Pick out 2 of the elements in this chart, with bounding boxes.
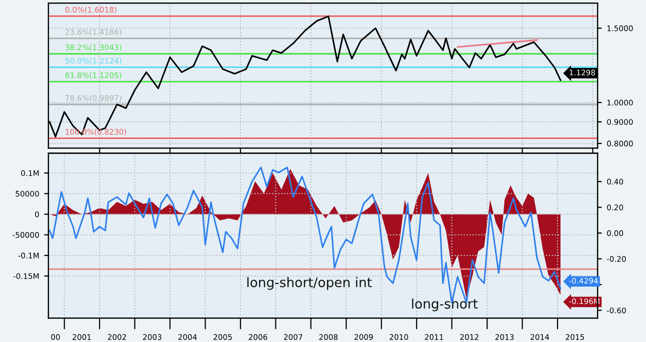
series-label: long-short/open int (247, 277, 372, 290)
series-label: long-short (412, 298, 478, 312)
